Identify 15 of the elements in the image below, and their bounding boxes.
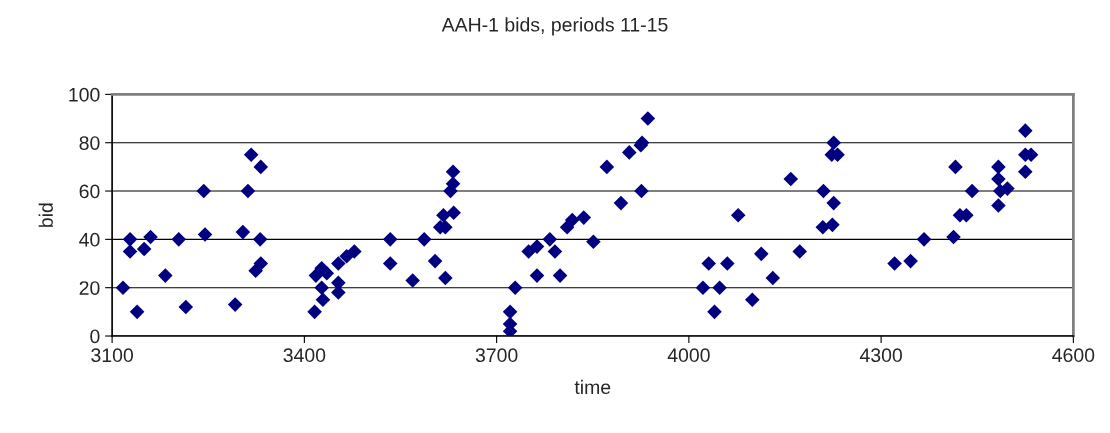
x-tick-label: 3100: [91, 348, 133, 363]
y-tick-label: 40: [79, 232, 100, 247]
y-tick-label: 80: [79, 136, 100, 150]
x-tick-label: 3700: [475, 348, 518, 363]
x-axis-title: time: [574, 379, 611, 395]
x-tick-label: 4000: [667, 348, 710, 363]
x-tick-label: 4600: [1052, 348, 1095, 363]
y-tick-label: 100: [69, 87, 100, 102]
y-tick-label: 0: [90, 329, 100, 344]
y-tick-label: 20: [79, 281, 100, 295]
y-tick-label: 60: [79, 184, 100, 199]
y-axis-title: bid: [38, 203, 53, 227]
chart-title: AAH-1 bids, periods 11-15: [441, 17, 668, 36]
x-tick-label: 3400: [283, 348, 326, 363]
x-tick-label: 4300: [859, 348, 902, 363]
